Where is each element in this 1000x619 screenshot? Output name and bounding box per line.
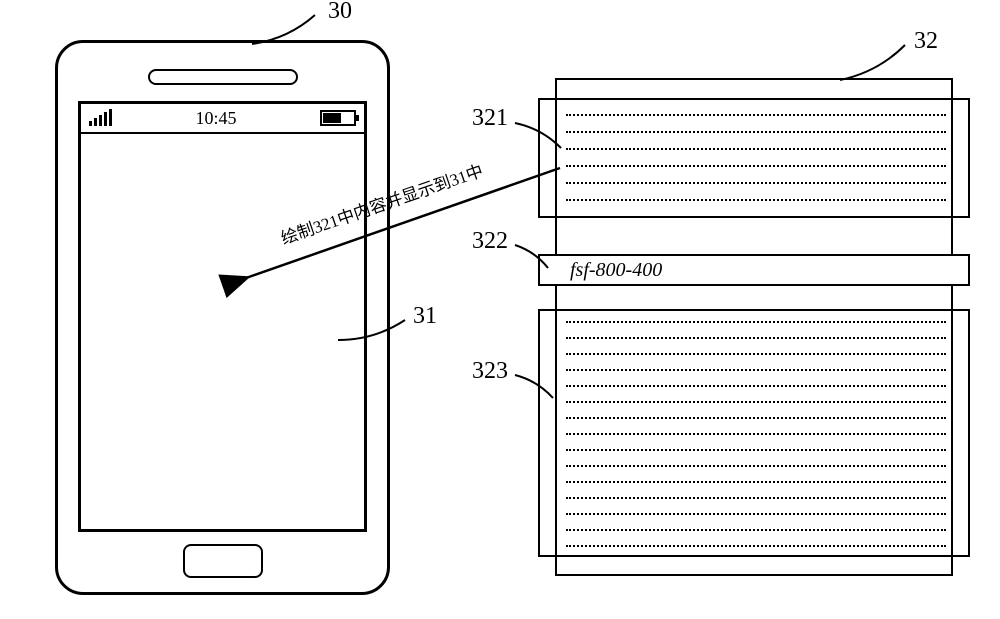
text-line [566,529,946,531]
text-line [566,353,946,355]
text-line [566,481,946,483]
text-line [566,401,946,403]
home-button [183,544,263,578]
phone-device: 10:45 [55,40,390,595]
signal-icon [89,110,112,126]
label-321: 321 [472,105,508,132]
text-line [566,165,946,167]
text-line [566,321,946,323]
text-line [566,545,946,547]
text-line [566,182,946,184]
text-line [566,148,946,150]
panel-321-lines [540,100,968,211]
status-bar: 10:45 [81,104,364,134]
panel-323-lines [540,311,968,555]
text-line [566,465,946,467]
label-322: 322 [472,228,508,255]
text-line [566,433,946,435]
text-line [566,385,946,387]
text-line [566,199,946,201]
label-323: 323 [472,358,508,385]
panel-322-text: fsf-800-400 [570,259,662,282]
panel-323 [538,309,970,557]
phone-screen: 10:45 [78,101,367,532]
text-line [566,337,946,339]
text-line [566,449,946,451]
diagram-canvas: 30 31 32 321 322 323 10:45 fsf-800-400 绘… [0,0,1000,619]
label-30: 30 [328,0,352,25]
text-line [566,497,946,499]
text-line [566,513,946,515]
text-line [566,114,946,116]
clock-text: 10:45 [195,108,236,129]
phone-speaker [148,69,298,85]
label-31: 31 [413,303,437,330]
label-32: 32 [914,28,938,55]
text-line [566,417,946,419]
battery-icon [320,110,356,126]
panel-322: fsf-800-400 [538,254,970,286]
text-line [566,131,946,133]
text-line [566,369,946,371]
panel-321 [538,98,970,218]
